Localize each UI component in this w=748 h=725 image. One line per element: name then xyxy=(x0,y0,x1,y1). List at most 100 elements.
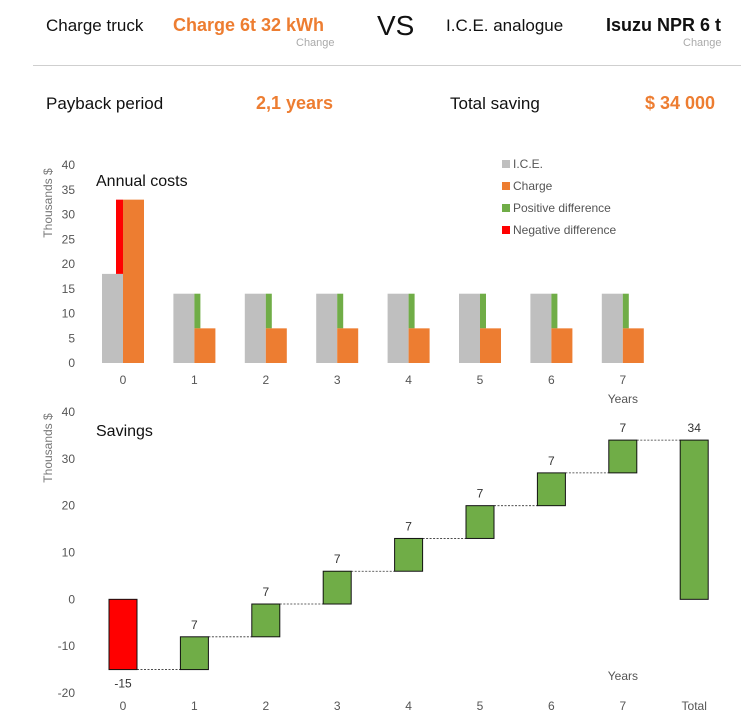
x-tick-label: 3 xyxy=(334,373,341,387)
total-saving-value: $ 34 000 xyxy=(645,93,716,113)
legend-label: Negative difference xyxy=(513,223,617,237)
data-label: 7 xyxy=(191,618,198,632)
y-tick-label: 5 xyxy=(68,331,75,345)
ice-bar xyxy=(530,293,552,363)
y-tick-label: 10 xyxy=(62,546,76,560)
y-tick-label: -10 xyxy=(58,639,76,653)
charge-bar xyxy=(408,328,430,363)
y-tick-label: 0 xyxy=(68,356,75,370)
x-tick-label: 3 xyxy=(334,699,341,713)
x-tick-label: Total xyxy=(682,699,707,713)
positive-difference-bar xyxy=(408,293,415,329)
header-divider xyxy=(33,65,741,66)
charge-bar xyxy=(480,328,501,363)
ice-bar xyxy=(244,293,266,363)
legend-swatch xyxy=(502,226,510,234)
y-tick-label: 35 xyxy=(62,183,76,197)
positive-difference-bar xyxy=(551,293,558,329)
x-tick-label: 5 xyxy=(477,373,484,387)
ice-bar xyxy=(102,273,123,363)
charge-bar xyxy=(123,199,144,363)
annual-costs-xlabel: Years xyxy=(608,392,638,405)
ice-change-link[interactable]: Change xyxy=(683,37,722,49)
positive-difference-bar xyxy=(480,293,486,329)
x-tick-label: 2 xyxy=(262,699,269,713)
x-tick-label: 4 xyxy=(405,699,412,713)
y-tick-label: -20 xyxy=(58,686,76,700)
total-bar xyxy=(679,439,709,600)
ice-bar xyxy=(316,293,338,363)
y-tick-label: 20 xyxy=(62,499,76,513)
savings-title: Savings xyxy=(96,423,153,440)
y-tick-label: 30 xyxy=(62,452,76,466)
positive-difference-bar xyxy=(194,293,201,329)
data-label: 7 xyxy=(619,421,626,435)
data-label: 7 xyxy=(477,487,484,501)
savings-bar xyxy=(179,636,209,671)
x-tick-label: 5 xyxy=(477,699,484,713)
y-tick-label: 10 xyxy=(62,307,76,321)
annual-costs-title: Annual costs xyxy=(96,173,188,190)
positive-difference-bar xyxy=(265,293,272,329)
negative-difference-bar xyxy=(116,199,123,274)
truck-value: Charge 6t 32 kWh xyxy=(173,15,325,35)
x-tick-label: 1 xyxy=(191,699,198,713)
ice-bar xyxy=(173,293,195,363)
legend-label: Charge xyxy=(513,179,553,193)
savings-bar xyxy=(322,570,352,605)
payback-value: 2,1 years xyxy=(256,93,334,113)
savings-bar xyxy=(108,598,138,671)
x-tick-label: 7 xyxy=(619,373,626,387)
savings-bar xyxy=(394,537,424,572)
savings-bar xyxy=(251,603,281,638)
savings-xlabel: Years xyxy=(608,669,638,683)
legend-label: Positive difference xyxy=(513,201,611,215)
legend-label: I.C.E. xyxy=(513,157,543,171)
positive-difference-bar xyxy=(622,293,629,329)
savings-ylabel: Thousands $ xyxy=(41,413,55,483)
x-tick-label: 6 xyxy=(548,373,555,387)
charge-bar xyxy=(194,328,216,363)
charge-bar xyxy=(265,328,287,363)
truck-label: Charge truck xyxy=(46,16,144,35)
x-tick-label: 4 xyxy=(405,373,412,387)
data-label: -15 xyxy=(114,677,132,691)
data-label: 7 xyxy=(405,519,412,533)
legend-swatch xyxy=(502,160,510,168)
legend-swatch xyxy=(502,182,510,190)
charge-bar xyxy=(622,328,644,363)
positive-difference-bar xyxy=(337,293,344,329)
annual-costs-chart: Annual costs Thousands $ Years 051015202… xyxy=(41,157,644,405)
savings-chart: Savings Thousands $ Years -20-1001020304… xyxy=(41,405,709,713)
savings-bar xyxy=(536,472,566,507)
truck-change-link[interactable]: Change xyxy=(296,37,335,49)
ice-bar xyxy=(601,293,623,363)
x-tick-label: 7 xyxy=(619,699,626,713)
y-tick-label: 25 xyxy=(62,232,76,246)
total-saving-label: Total saving xyxy=(450,94,540,113)
x-tick-label: 0 xyxy=(120,373,127,387)
y-tick-label: 0 xyxy=(68,592,75,606)
data-label: 7 xyxy=(548,454,555,468)
y-tick-label: 20 xyxy=(62,257,76,271)
data-label: 34 xyxy=(688,421,702,435)
data-label: 7 xyxy=(262,585,269,599)
ice-label: I.C.E. analogue xyxy=(446,16,564,35)
x-tick-label: 2 xyxy=(262,373,269,387)
charge-bar xyxy=(551,328,573,363)
y-tick-label: 30 xyxy=(62,208,76,222)
data-label: 7 xyxy=(334,552,341,566)
x-tick-label: 1 xyxy=(191,373,198,387)
ice-bar xyxy=(387,293,409,363)
y-tick-label: 15 xyxy=(62,282,76,296)
savings-bar xyxy=(465,505,495,539)
x-tick-label: 6 xyxy=(548,699,555,713)
x-tick-label: 0 xyxy=(120,699,127,713)
charge-bar xyxy=(337,328,359,363)
savings-bar xyxy=(608,439,638,474)
ice-value: Isuzu NPR 6 t xyxy=(606,15,722,35)
vs-label: VS xyxy=(377,10,415,41)
legend-swatch xyxy=(502,204,510,212)
y-tick-label: 40 xyxy=(62,405,76,419)
payback-label: Payback period xyxy=(46,94,164,113)
